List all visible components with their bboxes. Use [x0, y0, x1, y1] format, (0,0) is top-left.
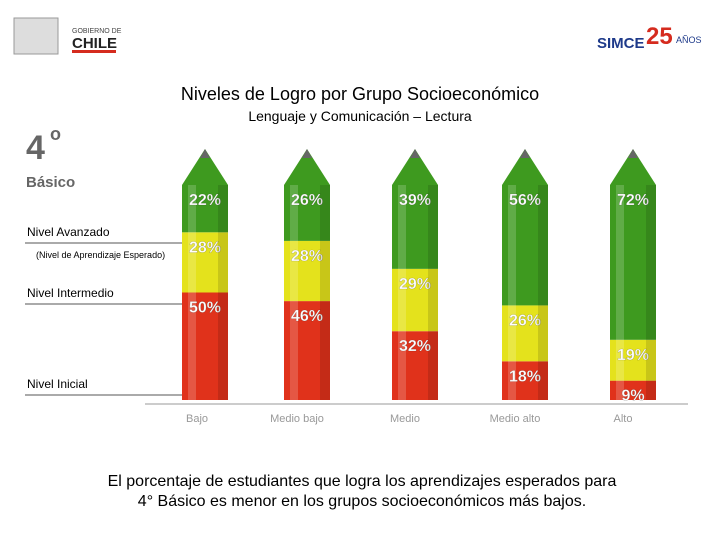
pencil-lead — [200, 149, 210, 158]
pencil-tip — [392, 149, 438, 185]
pencil-shine — [290, 185, 298, 400]
value-label: 39% — [399, 192, 431, 209]
pencil-shine — [188, 185, 196, 400]
value-label: 50% — [189, 300, 221, 317]
value-label: 32% — [399, 338, 431, 355]
chart-subtitle: Lenguaje y Comunicación – Lectura — [248, 108, 472, 124]
logo-text: SIMCE — [597, 35, 645, 52]
pencil-lead — [520, 149, 530, 158]
logo-bar — [72, 50, 116, 53]
value-label: 72% — [617, 192, 649, 209]
logo-text: CHILE — [72, 35, 117, 52]
pencil-shade — [428, 185, 438, 400]
bar-segment — [182, 185, 228, 233]
x-tick-label: Alto — [614, 413, 633, 425]
bar-segment — [284, 185, 330, 241]
value-label: 46% — [291, 308, 323, 325]
legend-label: Nivel Avanzado — [27, 225, 110, 239]
bar-segment — [610, 339, 656, 381]
pencil-lead — [302, 149, 312, 158]
grade-level: Básico — [26, 174, 75, 191]
value-label: 28% — [189, 239, 221, 256]
logo-text: GOBIERNO DE — [72, 28, 122, 35]
pencil-shine — [616, 185, 624, 400]
pencil-tip — [610, 149, 656, 185]
value-label: 56% — [509, 192, 541, 209]
pencil-lead — [628, 149, 638, 158]
logo-text: AÑOS — [676, 35, 702, 45]
value-label: 29% — [399, 276, 431, 293]
value-label: 22% — [189, 192, 221, 209]
legend-note: (Nivel de Aprendizaje Esperado) — [36, 250, 165, 260]
grade-number: 4 — [26, 129, 45, 167]
pencil-shade — [538, 185, 548, 400]
footer-text: 4° Básico es menor en los grupos socioec… — [138, 493, 586, 510]
chart-title: Niveles de Logro por Grupo Socioeconómic… — [181, 84, 539, 104]
value-label: 26% — [291, 192, 323, 209]
bar-segment — [502, 305, 548, 362]
plot: Nivel Avanzado Nivel Intermedio Nivel Inic… — [25, 149, 656, 425]
bar-segment — [610, 380, 656, 400]
bar-segment — [182, 232, 228, 293]
value-label: 9% — [621, 388, 644, 405]
pencil-shine — [398, 185, 406, 400]
pencil-shade — [320, 185, 330, 400]
bar-segment — [392, 331, 438, 400]
pencil-shine — [508, 185, 516, 400]
logo-text: 25 — [646, 23, 673, 50]
pencil-tip — [284, 149, 330, 185]
grade-ordinal: o — [50, 124, 61, 144]
bar-segment — [182, 292, 228, 400]
pencil-shade — [646, 185, 656, 400]
value-label: 28% — [291, 248, 323, 265]
bar-segment — [284, 240, 330, 302]
bar-segment — [284, 301, 330, 400]
pencil-tip — [182, 149, 228, 185]
value-label: 19% — [617, 347, 649, 364]
x-tick-label: Bajo — [186, 413, 208, 425]
x-tick-label: Medio bajo — [270, 413, 324, 425]
pencil-tip — [502, 149, 548, 185]
coat-of-arms — [13, 17, 59, 55]
bar-segment — [392, 185, 438, 269]
value-label: 18% — [509, 368, 541, 385]
legend-label: Nivel Inicial — [27, 377, 88, 391]
pencil-shade — [218, 185, 228, 400]
bar-segment — [502, 185, 548, 306]
pencil-lead — [410, 149, 420, 158]
bar-segment — [502, 361, 548, 400]
bar-segment — [392, 268, 438, 332]
x-tick-label: Medio — [390, 413, 420, 425]
bar-segment — [610, 185, 656, 340]
footer-text: El porcentaje de estudiantes que logra l… — [108, 473, 617, 490]
value-label: 26% — [509, 312, 541, 329]
x-tick-label: Medio alto — [490, 413, 541, 425]
legend-label: Nivel Intermedio — [27, 286, 114, 300]
